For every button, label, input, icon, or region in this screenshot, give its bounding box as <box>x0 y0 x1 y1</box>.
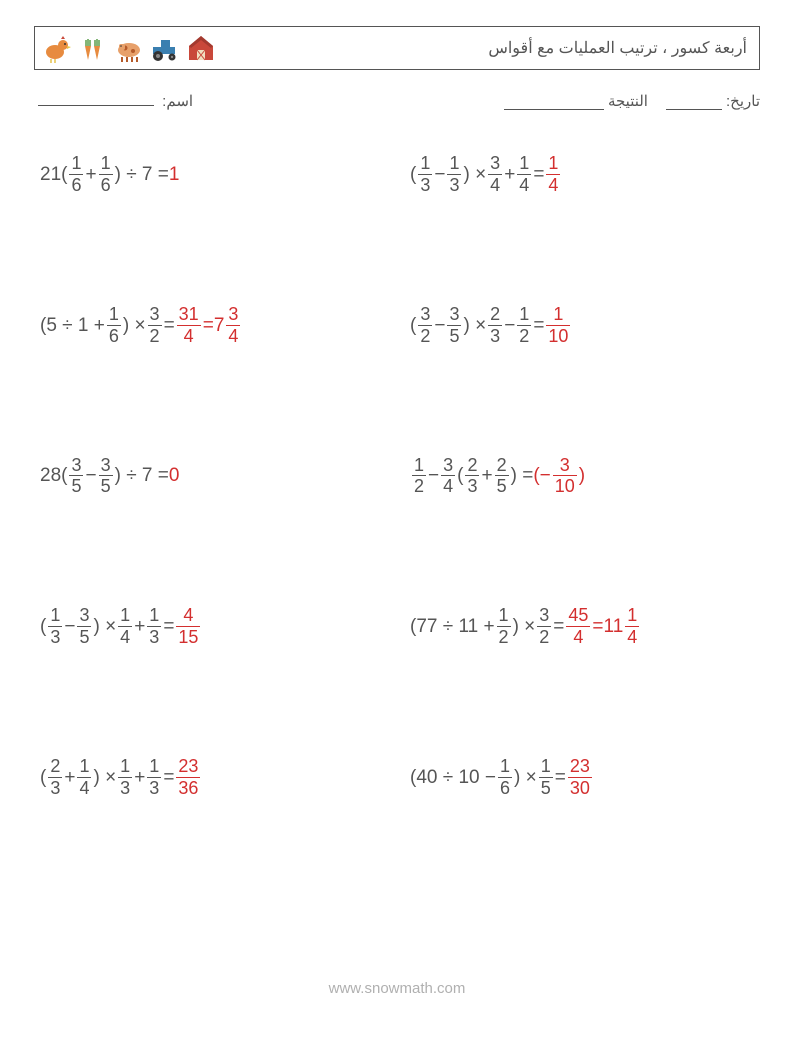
chicken-icon <box>41 32 73 64</box>
expression: (23 + 14) × 13 + 13 = <box>40 757 174 798</box>
name-label: اسم: <box>162 93 193 110</box>
answer: 14 <box>544 154 562 195</box>
problem-1-right: (13 − 13) × 34 + 14 = 14 <box>410 154 760 195</box>
expression: (40 ÷ 10 − 16) × 15 = <box>410 757 566 798</box>
problems-grid: 21(16 + 16) ÷ 7 = 1 (13 − 13) × 34 + 14 =… <box>34 154 760 798</box>
meta-row: تاريخ: النتيجة اسم: <box>34 92 760 110</box>
tractor-icon <box>149 32 181 64</box>
problem-5-left: (23 + 14) × 13 + 13 = 2336 <box>40 757 390 798</box>
problem-4-left: (13 − 35) × 14 + 13 = 415 <box>40 606 390 647</box>
problem-2-right: (32 − 35) × 23 − 12 = 110 <box>410 305 760 346</box>
expression: (13 − 13) × 34 + 14 = <box>410 154 544 195</box>
footer-url: www.snowmath.com <box>0 980 794 997</box>
cow-icon <box>113 32 145 64</box>
worksheet-title: أربعة كسور ، ترتيب العمليات مع أقواس <box>488 38 747 58</box>
answer: 2330 <box>566 757 594 798</box>
problem-3-right: 12 − 34(23 + 25) = (−310) <box>410 456 760 497</box>
expression: 28(35 − 35) ÷ 7 = <box>40 456 169 497</box>
date-blank <box>666 92 722 110</box>
answer: 415 <box>174 606 202 647</box>
answer: 0 <box>169 466 180 485</box>
header-box: أربعة كسور ، ترتيب العمليات مع أقواس <box>34 26 760 70</box>
expression: 21(16 + 16) ÷ 7 = <box>40 154 169 195</box>
problem-1-left: 21(16 + 16) ÷ 7 = 1 <box>40 154 390 195</box>
expression: (5 ÷ 1 + 16) × 32 = <box>40 305 175 346</box>
score-label: النتيجة <box>608 92 648 110</box>
answer: 454 = 1114 <box>564 606 641 647</box>
name-blank <box>38 105 154 106</box>
problem-2-left: (5 ÷ 1 + 16) × 32 = 314 = 734 <box>40 305 390 346</box>
expression: (32 − 35) × 23 − 12 = <box>410 305 544 346</box>
problem-4-right: (77 ÷ 11 + 12) × 32 = 454 = 1114 <box>410 606 760 647</box>
answer: 110 <box>544 305 572 346</box>
problem-5-right: (40 ÷ 10 − 16) × 15 = 2330 <box>410 757 760 798</box>
header-icons <box>41 32 217 64</box>
answer: 2336 <box>174 757 202 798</box>
answer: 1 <box>169 165 180 184</box>
score-blank <box>504 92 604 110</box>
expression: 12 − 34(23 + 25) = <box>410 456 533 497</box>
answer: 314 = 734 <box>175 305 243 346</box>
answer: (−310) <box>533 456 585 497</box>
carrots-icon <box>77 32 109 64</box>
barn-icon <box>185 32 217 64</box>
date-label: تاريخ: <box>726 92 760 110</box>
expression: (13 − 35) × 14 + 13 = <box>40 606 174 647</box>
expression: (77 ÷ 11 + 12) × 32 = <box>410 606 564 647</box>
problem-3-left: 28(35 − 35) ÷ 7 = 0 <box>40 456 390 497</box>
